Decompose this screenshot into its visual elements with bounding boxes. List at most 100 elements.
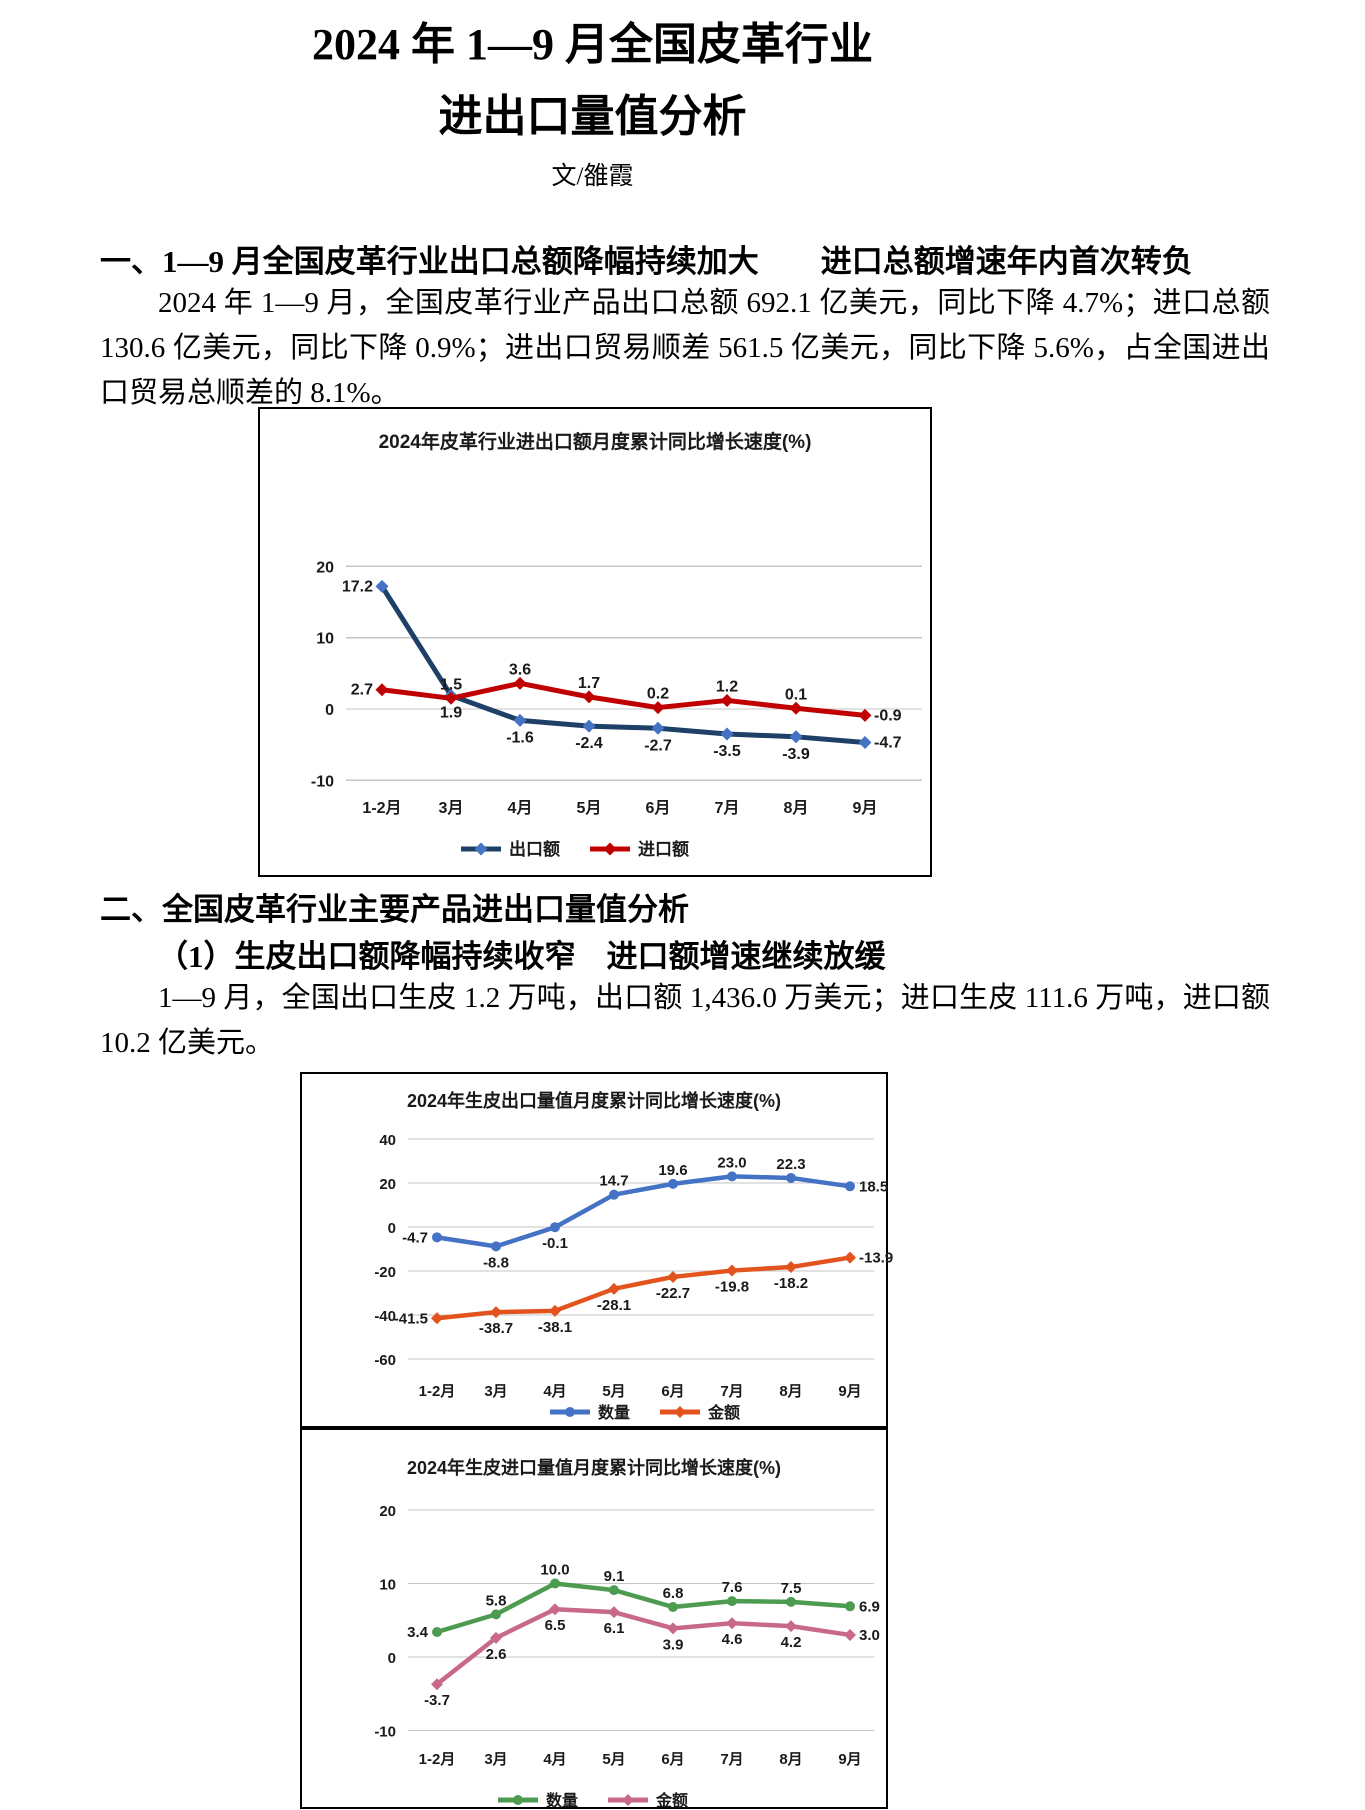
data-label: -4.7 [402, 1229, 428, 1246]
legend-label: 进口额 [638, 839, 689, 859]
data-label: 1.7 [578, 675, 600, 692]
x-tick-label: 1-2月 [362, 799, 401, 817]
data-label: -22.7 [656, 1285, 690, 1302]
x-tick-label: 8月 [784, 799, 809, 817]
chart-canvas: 20 10 0 -10 1-2月 3月 4月 5月 6月 7月 8月 9月 17.2 1.9 -1.6 -2.… [311, 559, 922, 859]
data-label: 5.8 [486, 1592, 507, 1609]
y-tick-label: 20 [379, 1176, 396, 1193]
y-tick-label: -20 [374, 1264, 396, 1281]
data-label: 17.2 [342, 578, 373, 595]
gridlines: 20 10 0 -10 [374, 1503, 874, 1741]
y-tick-label: 0 [388, 1220, 396, 1237]
series-出口额: 17.2 1.9 -1.6 -2.4 -2.7 -3.5 -3.9 -4.7 [342, 578, 902, 762]
y-tick-label: -10 [311, 773, 334, 790]
data-label: 1.9 [440, 704, 462, 721]
chart-industry-total-growth: 2024年皮革行业进出口额月度累计同比增长速度(%) 20 10 0 -10 1-2月 3… [258, 407, 932, 877]
x-tick-label: 7月 [720, 1383, 743, 1400]
legend-label: 金额 [655, 1791, 688, 1810]
section2-subheading: （1）生皮出口额降幅持续收窄 进口额增速继续放缓 [157, 939, 886, 974]
chart2-title: 2024年生皮出口量值月度累计同比增长速度(%) [406, 1091, 782, 1111]
data-label: -38.1 [538, 1319, 572, 1336]
x-tick-label: 9月 [838, 1383, 861, 1400]
series-数量: -4.7 -8.8 -0.1 14.7 19.6 23.0 22.3 18.5 [402, 1154, 888, 1271]
x-axis-labels: 1-2月 3月 4月 5月 6月 7月 8月 9月 [419, 1751, 862, 1768]
data-label: -28.1 [597, 1297, 631, 1314]
y-tick-label: 10 [316, 631, 334, 648]
series-进口额: 2.7 1.5 3.6 1.7 0.2 1.2 0.1 -0.9 [351, 661, 902, 724]
chart-rawhide-import-growth: 2024年生皮进口量值月度累计同比增长速度(%) 20 10 0 -10 1-2月 3月 4… [300, 1428, 888, 1810]
data-label: 3.0 [859, 1627, 880, 1644]
data-label: 7.6 [722, 1579, 743, 1596]
legend: 数量 金额 [498, 1791, 688, 1810]
x-axis-labels: 1-2月 3月 4月 5月 6月 7月 8月 9月 [362, 799, 877, 817]
chart-canvas: 20 10 0 -10 1-2月 3月 4月 5月 6月 7月 8月 9月 3.4 5.8 10.0 9.1 6… [374, 1503, 880, 1810]
data-label: -4.7 [874, 735, 902, 752]
x-tick-label: 8月 [779, 1751, 802, 1768]
x-tick-label: 6月 [661, 1383, 684, 1400]
series-金额: -3.7 2.6 6.5 6.1 3.9 4.6 4.2 3.0 [424, 1603, 880, 1709]
data-label: -3.7 [424, 1692, 450, 1709]
section2-heading: 二、全国皮革行业主要产品进出口量值分析 [100, 892, 689, 927]
x-tick-label: 1-2月 [419, 1751, 456, 1768]
data-label: -3.9 [782, 746, 810, 763]
data-label: -2.4 [575, 735, 603, 752]
chart-rawhide-export-growth: 2024年生皮出口量值月度累计同比增长速度(%) 40 20 0 -20 -40 -60 1… [300, 1072, 893, 1428]
x-tick-label: 4月 [543, 1383, 566, 1400]
data-label: -18.2 [774, 1275, 808, 1292]
data-label: 18.5 [859, 1178, 888, 1195]
x-tick-label: 7月 [715, 799, 740, 817]
x-tick-label: 5月 [602, 1383, 625, 1400]
data-label: -0.9 [874, 707, 902, 724]
data-label: 6.5 [545, 1617, 566, 1634]
data-label: 19.6 [658, 1162, 687, 1179]
x-tick-label: 3月 [484, 1751, 507, 1768]
gridlines: 40 20 0 -20 -40 -60 [374, 1132, 874, 1369]
x-tick-label: 4月 [543, 1751, 566, 1768]
data-label: 22.3 [776, 1156, 805, 1173]
data-label: -0.1 [542, 1235, 568, 1252]
data-label: -13.9 [859, 1250, 893, 1267]
x-tick-label: 9月 [853, 799, 878, 817]
x-tick-label: 1-2月 [419, 1383, 456, 1400]
legend-label: 数量 [598, 1403, 630, 1422]
data-label: 7.5 [781, 1580, 802, 1597]
chart3-title: 2024年生皮进口量值月度累计同比增长速度(%) [406, 1458, 782, 1478]
x-tick-label: 6月 [646, 799, 671, 817]
gridlines: 20 10 0 -10 [311, 559, 922, 790]
data-label: 2.7 [351, 682, 373, 699]
y-tick-label: 20 [379, 1503, 396, 1520]
y-tick-label: 40 [379, 1132, 396, 1149]
data-label: 1.5 [440, 676, 462, 693]
data-label: 4.2 [781, 1634, 802, 1651]
x-tick-label: 5月 [577, 799, 602, 817]
chart1-title: 2024年皮革行业进出口额月度累计同比增长速度(%) [378, 432, 812, 453]
y-tick-label: -40 [374, 1308, 396, 1325]
data-label: -2.7 [644, 737, 672, 754]
data-label: -41.5 [394, 1310, 428, 1327]
data-label: 10.0 [540, 1562, 569, 1579]
data-label: 23.0 [717, 1154, 746, 1171]
x-tick-label: 3月 [484, 1383, 507, 1400]
data-label: -19.8 [715, 1279, 749, 1296]
x-tick-label: 9月 [838, 1751, 861, 1768]
data-label: 1.2 [716, 678, 738, 695]
data-label: 9.1 [604, 1568, 625, 1585]
data-label: 4.6 [722, 1631, 743, 1648]
section2-paragraph: 1—9 月，全国出口生皮 1.2 万吨，出口额 1,436.0 万美元；进口生皮… [100, 982, 1270, 1059]
y-tick-label: -10 [374, 1724, 396, 1741]
section1-paragraph: 2024 年 1—9 月，全国皮革行业产品出口总额 692.1 亿美元，同比下降… [100, 287, 1270, 409]
data-label: 6.1 [604, 1620, 625, 1637]
legend: 出口额 进口额 [461, 839, 689, 859]
section1-heading: 一、1—9 月全国皮革行业出口总额降幅持续加大 进口总额增速年内首次转负 [100, 244, 1193, 279]
x-tick-label: 3月 [439, 799, 464, 817]
data-label: -38.7 [479, 1320, 513, 1337]
doc-title-line1: 2024 年 1—9 月全国皮革行业 [312, 20, 873, 69]
y-tick-label: 0 [325, 702, 334, 719]
data-label: 0.2 [647, 686, 669, 703]
data-label: 14.7 [599, 1173, 628, 1190]
legend-label: 出口额 [509, 839, 560, 859]
y-tick-label: 10 [379, 1577, 396, 1594]
y-tick-label: 20 [316, 559, 334, 576]
x-tick-label: 5月 [602, 1751, 625, 1768]
